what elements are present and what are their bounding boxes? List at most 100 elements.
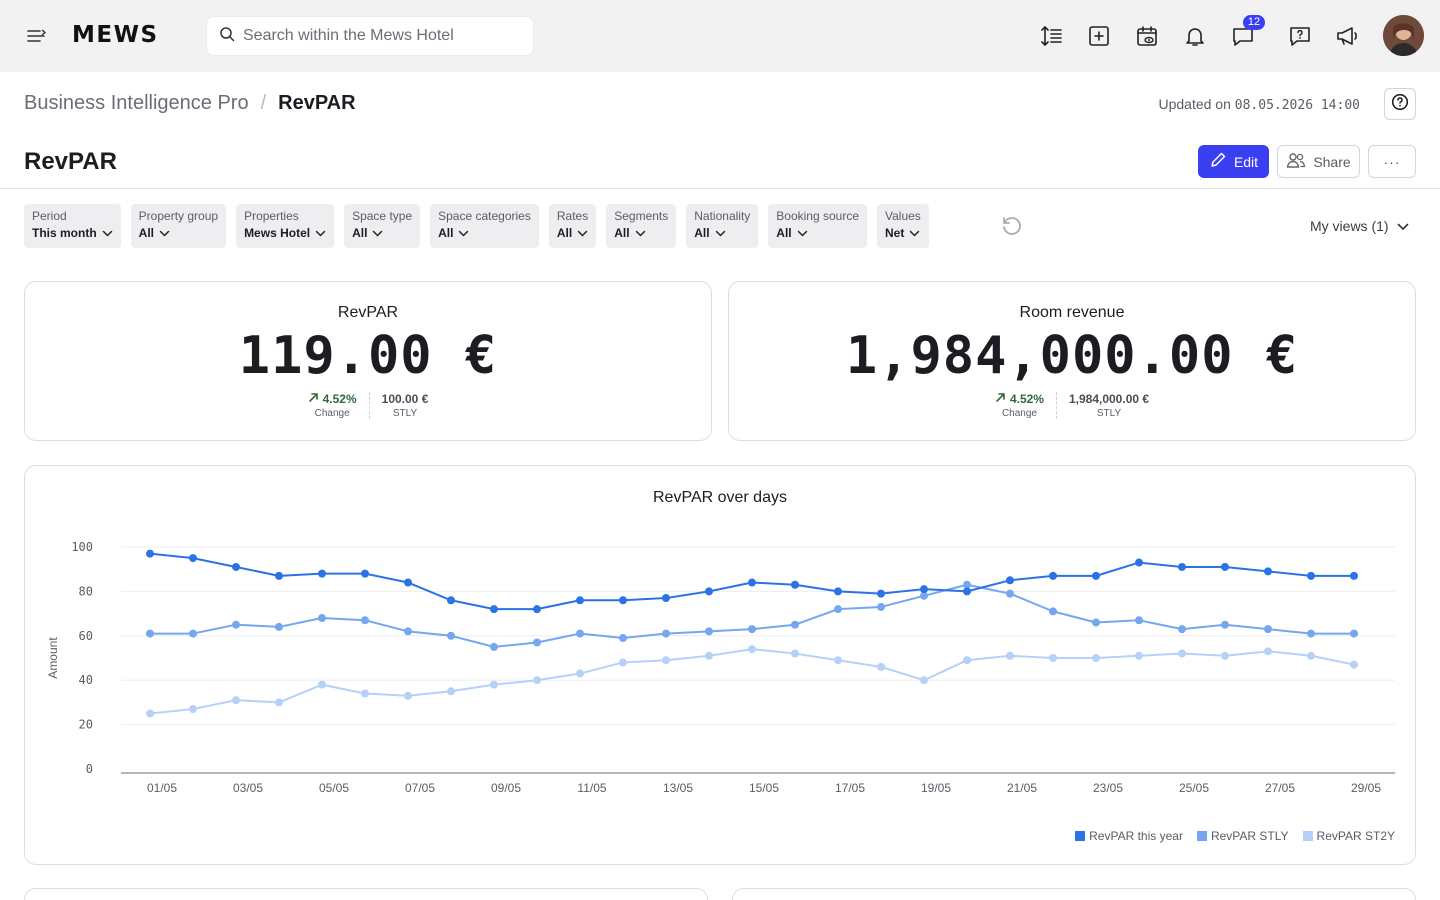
add-square-icon[interactable] [1085, 22, 1113, 50]
search-box[interactable] [206, 16, 534, 56]
filter-nationality[interactable]: Nationality All [686, 204, 759, 248]
filter-value-text: All [556, 226, 573, 240]
data-point [447, 687, 455, 696]
data-point [834, 605, 842, 614]
filter-rates[interactable]: Rates All [548, 204, 597, 248]
reset-filters-icon[interactable] [1000, 214, 1024, 238]
data-point [963, 580, 971, 589]
kpi-value: 1,984,000.00 € [845, 326, 1299, 386]
kpi-stly-label: STLY [392, 408, 418, 419]
filter-value-text: Net [885, 226, 905, 240]
data-point [318, 569, 326, 578]
y-tick-label: 80 [79, 584, 93, 598]
menu-icon[interactable] [24, 24, 48, 48]
top-bar: MEWS 12 [0, 0, 1440, 72]
more-options-button[interactable]: ··· [1368, 145, 1416, 178]
data-point [189, 554, 197, 563]
data-point [1135, 651, 1143, 660]
kpi-change: 4.52% [1009, 392, 1044, 406]
data-point [275, 622, 283, 631]
filter-value: All [614, 224, 668, 242]
data-point [533, 638, 541, 647]
data-point [232, 562, 240, 571]
chat-icon[interactable]: 12 [1229, 15, 1265, 50]
data-point [1092, 571, 1100, 580]
y-axis-label: Amount [46, 637, 60, 679]
search-icon [219, 26, 235, 47]
filter-space-categories[interactable]: Space categories All [430, 204, 539, 248]
filter-value: All [352, 224, 412, 242]
mews-logo[interactable]: MEWS [72, 22, 159, 48]
filter-period[interactable]: Period This month [24, 204, 121, 248]
filter-segments[interactable]: Segments All [606, 204, 677, 248]
chevron-down-icon [159, 224, 170, 242]
data-point [1006, 589, 1014, 598]
filter-value-text: All [614, 226, 630, 240]
filter-values[interactable]: Values Net [877, 204, 929, 248]
legend-label: RevPAR STLY [1210, 829, 1289, 843]
data-point [748, 625, 756, 634]
kpi-change-label: Change [1001, 408, 1037, 419]
filter-properties[interactable]: Properties Mews Hotel [236, 204, 335, 248]
data-point [791, 649, 799, 658]
legend-item[interactable]: RevPAR this year [1075, 829, 1183, 843]
filter-value-text: All [694, 226, 710, 240]
search-input[interactable] [243, 27, 513, 45]
data-point [318, 680, 326, 689]
filter-value: All [694, 224, 750, 242]
legend-label: RevPAR ST2Y [1316, 829, 1395, 843]
chart-legend: RevPAR this year RevPAR STLY RevPAR ST2Y [1075, 829, 1395, 843]
data-point [404, 627, 412, 636]
data-point [146, 629, 154, 638]
filter-booking-source[interactable]: Booking source All [768, 204, 867, 248]
edit-button[interactable]: Edit [1198, 145, 1269, 178]
data-point [1178, 562, 1186, 571]
y-tick-label: 20 [79, 718, 93, 732]
filter-property-group[interactable]: Property group All [130, 204, 227, 248]
filter-value: Mews Hotel [244, 224, 326, 242]
data-point [1221, 562, 1229, 571]
y-tick-label: 60 [79, 629, 93, 643]
bell-icon[interactable] [1181, 22, 1209, 50]
filter-value: All [438, 224, 531, 242]
my-views-dropdown[interactable]: My views (1) [1310, 218, 1409, 234]
legend-item[interactable]: RevPAR ST2Y [1302, 829, 1395, 843]
data-point [1307, 629, 1315, 638]
data-point [1178, 649, 1186, 658]
data-point [619, 658, 627, 667]
line-chart: 0 20 40 60 80 100 Amount 01/05 03/05 05/05 07/05 09… [46, 540, 1395, 795]
share-button[interactable]: Share [1277, 145, 1360, 178]
help-chat-icon[interactable] [1286, 22, 1314, 50]
data-point [662, 629, 670, 638]
filter-value-text: All [352, 226, 368, 240]
x-tick-label: 09/05 [491, 781, 521, 795]
question-circle-icon [1391, 93, 1409, 116]
filter-value-text: Mews Hotel [244, 226, 311, 240]
legend-item[interactable]: RevPAR STLY [1196, 829, 1289, 843]
megaphone-icon[interactable] [1334, 22, 1362, 50]
calendar-view-icon[interactable] [1133, 22, 1161, 50]
legend-swatch [1302, 831, 1313, 841]
filter-label: Period [32, 209, 67, 223]
filter-label: Space type [352, 209, 413, 223]
help-button[interactable] [1384, 88, 1416, 120]
kpi-change: 4.52% [322, 392, 357, 406]
messages-badge: 12 [1243, 15, 1265, 30]
filter-space-type[interactable]: Space type All [344, 204, 421, 248]
data-point [1006, 651, 1014, 660]
breadcrumb-parent[interactable]: Business Intelligence Pro [24, 92, 249, 114]
data-point [705, 627, 713, 636]
data-point [877, 602, 885, 611]
data-point [1006, 576, 1014, 585]
user-avatar[interactable] [1383, 15, 1424, 56]
filter-label: Rates [556, 209, 589, 223]
filter-bar: Period This month Property group All Propert… [24, 204, 929, 248]
data-point [576, 629, 584, 638]
data-point [920, 591, 928, 600]
series-line [149, 648, 1355, 715]
data-point [920, 585, 928, 594]
filter-label: Values [885, 209, 921, 223]
share-label: Share [1313, 153, 1351, 170]
kpi-stly-label: STLY [1096, 408, 1122, 419]
line-spacing-icon[interactable] [1037, 22, 1065, 50]
